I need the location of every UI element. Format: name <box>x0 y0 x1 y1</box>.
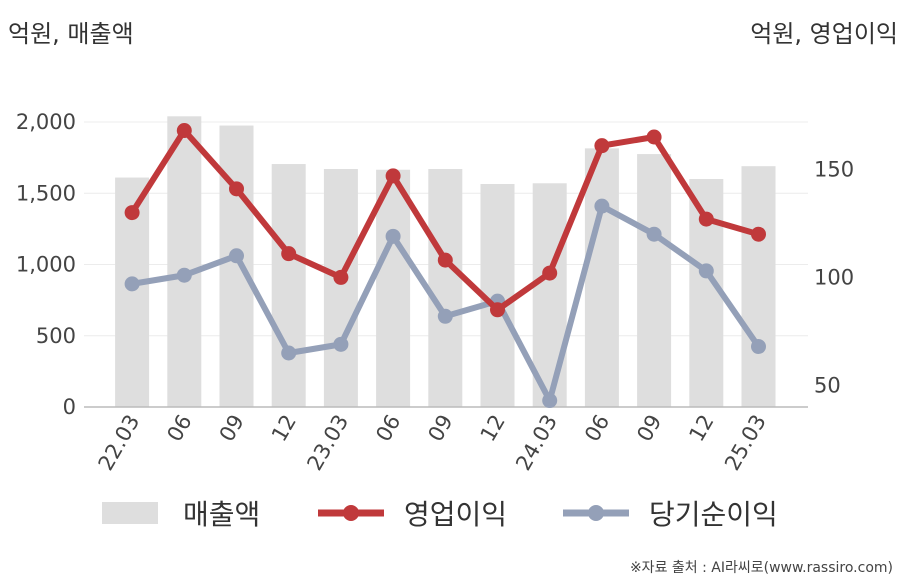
left-axis-tick-label: 0 <box>63 395 76 419</box>
point-operating-income <box>751 226 766 242</box>
left-axis-ticks: 0 500 1,000 1,500 2,000 <box>16 110 76 419</box>
point-net-income <box>176 267 192 283</box>
point-operating-income <box>646 129 662 145</box>
x-axis-tick-label: 12 <box>476 411 510 446</box>
legend-label-net-income: 당기순이익 <box>649 498 778 531</box>
left-axis-unit-label: 억원, 매출액 <box>8 20 134 48</box>
point-operating-income <box>594 138 610 154</box>
point-net-income <box>437 308 453 324</box>
x-axis-tick-label: 06 <box>580 411 614 446</box>
legend: 매출액 영업이익 당기순이익 <box>102 498 778 531</box>
bar-revenue <box>376 169 411 407</box>
x-axis-tick-label: 24.03 <box>511 411 562 475</box>
right-axis-tick-label: 150 <box>814 157 854 181</box>
point-net-income <box>542 393 558 409</box>
point-operating-income <box>124 205 140 221</box>
x-axis-tick-label: 09 <box>423 411 457 446</box>
right-axis-unit-label: 억원, 영업이익 <box>750 20 898 48</box>
point-net-income <box>229 248 244 264</box>
legend-label-operating-income: 영업이익 <box>404 498 507 531</box>
point-operating-income <box>229 181 244 197</box>
legend-swatch-revenue <box>102 502 158 524</box>
x-axis-tick-label: 12 <box>684 411 718 446</box>
point-operating-income <box>542 265 558 281</box>
point-operating-income <box>281 246 297 262</box>
legend-marker-operating-income <box>343 505 359 521</box>
legend-marker-net-income <box>588 505 604 521</box>
point-net-income <box>751 339 766 355</box>
point-operating-income <box>698 211 714 227</box>
right-axis-ticks: 50 100 150 <box>814 157 854 397</box>
left-axis-tick-label: 1,500 <box>16 181 76 205</box>
right-axis-tick-label: 100 <box>814 265 854 289</box>
point-net-income <box>646 226 662 242</box>
left-axis-tick-label: 500 <box>36 324 76 348</box>
point-net-income <box>594 198 610 214</box>
x-axis-tick-label: 23.03 <box>302 411 353 475</box>
point-net-income <box>281 345 297 361</box>
bar-revenue <box>584 148 619 408</box>
left-axis-tick-label: 1,000 <box>16 253 76 277</box>
x-axis-tick-label: 25.03 <box>720 411 771 475</box>
bar-revenue <box>271 164 306 407</box>
point-net-income <box>698 263 714 279</box>
x-axis-tick-label: 22.03 <box>94 411 145 475</box>
bar-revenue <box>323 169 358 407</box>
x-axis-tick-label: 06 <box>162 411 196 446</box>
point-operating-income <box>490 302 505 318</box>
bar-revenue <box>428 169 463 407</box>
bar-revenue <box>637 154 672 407</box>
legend-label-revenue: 매출액 <box>183 498 260 531</box>
source-note: ※자료 출처 : AI라씨로(www.rassiro.com) <box>630 560 893 576</box>
point-net-income <box>124 276 140 292</box>
x-axis-tick-label: 12 <box>267 411 301 446</box>
bar-revenue <box>167 116 202 408</box>
left-axis-tick-label: 2,000 <box>16 110 76 134</box>
point-operating-income <box>385 168 401 184</box>
point-net-income <box>333 336 349 352</box>
point-operating-income <box>176 123 192 139</box>
point-operating-income <box>333 269 349 285</box>
x-axis-ticks: 22.03 06 09 12 23.03 06 09 12 24.03 06 09 12 25.03 <box>94 411 771 475</box>
x-axis-tick-label: 09 <box>215 411 249 446</box>
x-axis-tick-label: 09 <box>632 411 666 446</box>
bar-revenue <box>741 166 776 407</box>
bar-revenue <box>219 125 254 407</box>
point-net-income <box>385 228 401 244</box>
x-axis-tick-label: 06 <box>371 411 405 446</box>
line-series <box>124 123 766 409</box>
right-axis-tick-label: 50 <box>814 373 841 397</box>
point-operating-income <box>437 252 453 268</box>
